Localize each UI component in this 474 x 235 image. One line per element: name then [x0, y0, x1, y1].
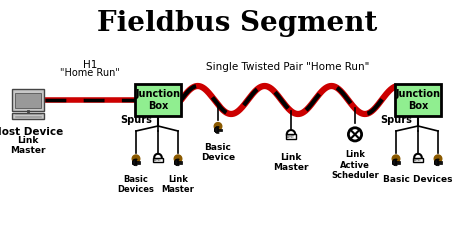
Text: H1: H1: [83, 60, 97, 70]
FancyBboxPatch shape: [153, 158, 163, 161]
Text: Fieldbus Segment: Fieldbus Segment: [97, 10, 377, 37]
FancyBboxPatch shape: [174, 161, 182, 164]
Text: Single Twisted Pair "Home Run": Single Twisted Pair "Home Run": [206, 62, 370, 72]
Wedge shape: [435, 159, 439, 166]
Wedge shape: [215, 126, 219, 133]
Wedge shape: [133, 159, 137, 166]
Text: LMT: LMT: [287, 135, 295, 139]
FancyBboxPatch shape: [132, 161, 140, 164]
FancyBboxPatch shape: [214, 129, 222, 131]
Text: Junction
Box: Junction Box: [395, 89, 440, 111]
FancyBboxPatch shape: [12, 89, 44, 111]
FancyBboxPatch shape: [286, 134, 296, 139]
FancyBboxPatch shape: [413, 158, 423, 161]
Text: Link
Master: Link Master: [162, 175, 194, 194]
Circle shape: [214, 123, 222, 130]
FancyBboxPatch shape: [135, 84, 181, 116]
Text: Spurs: Spurs: [120, 115, 152, 125]
Circle shape: [392, 155, 400, 163]
Wedge shape: [392, 159, 397, 166]
Text: Link
Master: Link Master: [273, 153, 309, 172]
Text: Basic Devices: Basic Devices: [383, 175, 453, 184]
Wedge shape: [435, 159, 438, 166]
Text: Host Device: Host Device: [0, 127, 63, 137]
Circle shape: [174, 155, 182, 163]
FancyBboxPatch shape: [15, 93, 41, 108]
Text: Link
Master: Link Master: [10, 136, 46, 155]
Wedge shape: [215, 127, 218, 133]
FancyBboxPatch shape: [434, 161, 442, 164]
Wedge shape: [174, 159, 178, 166]
Circle shape: [132, 155, 140, 163]
Wedge shape: [174, 159, 179, 166]
Text: Junction
Box: Junction Box: [136, 89, 181, 111]
FancyBboxPatch shape: [12, 113, 44, 119]
Text: Basic
Device: Basic Device: [201, 143, 235, 162]
Text: LMT: LMT: [154, 158, 162, 162]
Wedge shape: [133, 159, 136, 166]
Wedge shape: [392, 159, 396, 166]
FancyBboxPatch shape: [392, 161, 400, 164]
Text: "Home Run": "Home Run": [60, 68, 120, 78]
FancyBboxPatch shape: [395, 84, 441, 116]
Circle shape: [434, 155, 442, 163]
Text: Basic
Devices: Basic Devices: [118, 175, 155, 194]
Text: LMT: LMT: [414, 158, 422, 162]
Text: Link
Active
Scheduler: Link Active Scheduler: [331, 150, 379, 180]
Text: Spurs: Spurs: [380, 115, 412, 125]
